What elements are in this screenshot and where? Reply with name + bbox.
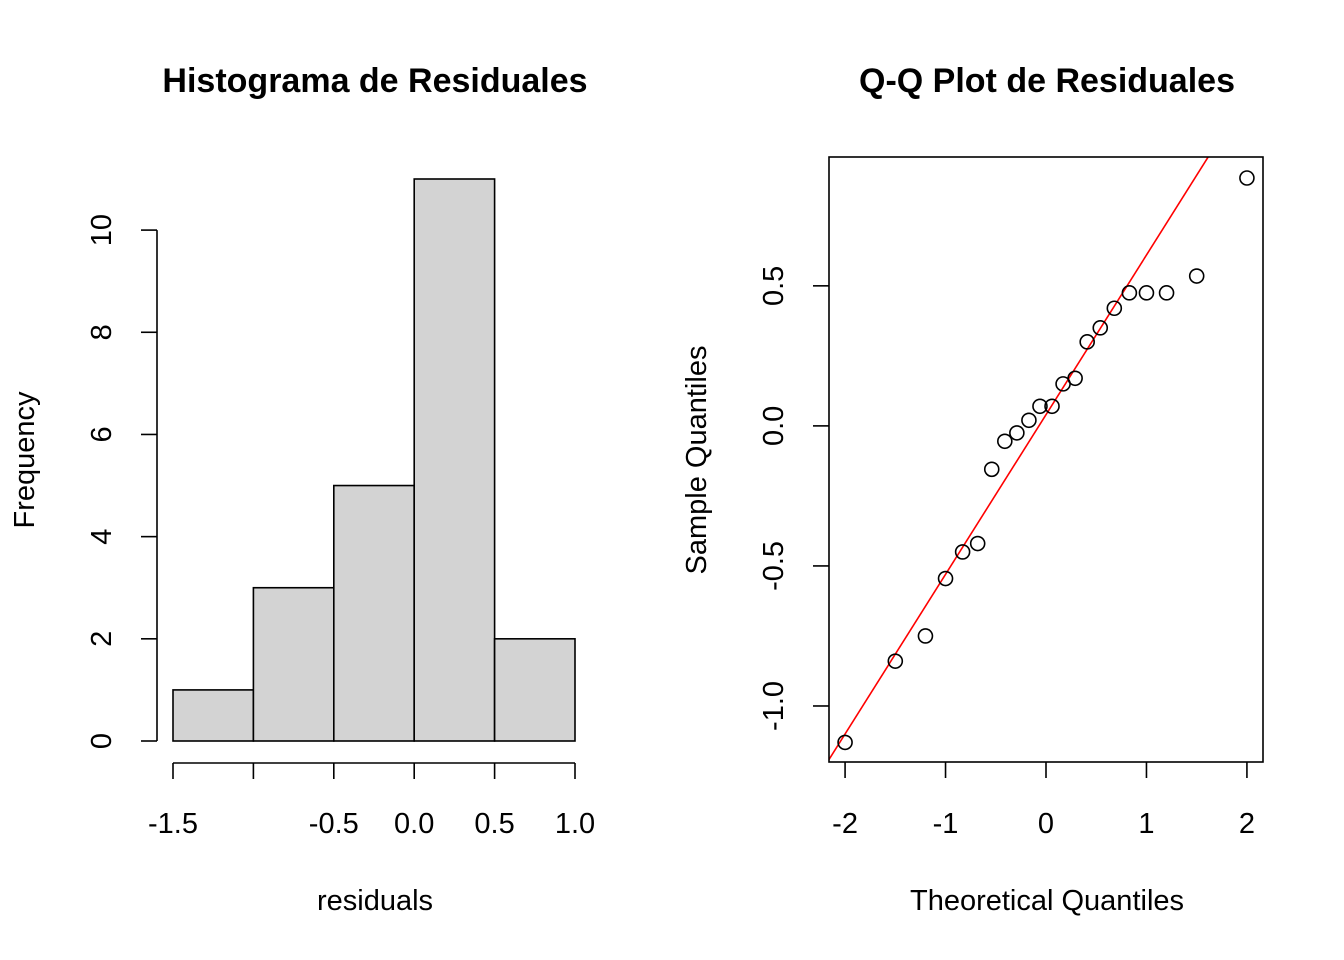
qq-point xyxy=(1138,285,1155,301)
histogram-bar xyxy=(493,638,576,742)
qq-y-tick-label: -0.5 xyxy=(758,541,790,591)
qq-x-tick-label: -1 xyxy=(933,808,959,840)
qq-y-axis: -1.0 -0.5 0.0 0.5 xyxy=(758,266,829,731)
qq-reference-line xyxy=(829,157,1210,762)
qq-x-axis: -2 -1 0 1 2 xyxy=(832,762,1255,840)
qq-point xyxy=(837,734,853,751)
qq-point xyxy=(1009,425,1025,441)
qq-point xyxy=(1067,370,1083,387)
histogram-x-axis-label: residuals xyxy=(317,885,433,917)
qq-y-axis-label: Sample Quantiles xyxy=(681,346,713,575)
histogram-y-tick-label: 10 xyxy=(86,214,118,246)
qq-point xyxy=(1032,398,1048,415)
histogram-y-tick-label: 8 xyxy=(86,324,118,340)
histogram-x-axis: -1.5 -0.5 0.0 0.5 1.0 xyxy=(148,762,595,840)
qq-point xyxy=(1106,300,1123,317)
histogram-x-tick-label: 1.0 xyxy=(555,808,595,840)
qq-point xyxy=(917,628,934,644)
histogram-bar xyxy=(413,178,496,742)
histogram-panel: Histograma de Residuales -1.5 -0.5 0.0 0.5 1… xyxy=(9,62,595,917)
qq-point xyxy=(1188,268,1205,284)
qq-plot-title: Q-Q Plot de Residuales xyxy=(859,62,1235,100)
qq-y-tick-label: 0.5 xyxy=(758,266,790,306)
qq-y-tick-label: -1.0 xyxy=(758,681,790,731)
histogram-y-tick-label: 2 xyxy=(86,631,118,647)
qq-reference-line-group xyxy=(829,157,1210,762)
qq-y-tick-label: 0.0 xyxy=(758,406,790,446)
qq-x-tick-label: -2 xyxy=(832,808,858,840)
histogram-y-axis-label: Frequency xyxy=(9,391,41,529)
qq-point xyxy=(1079,334,1095,350)
qq-point xyxy=(1239,170,1255,186)
qq-point xyxy=(997,433,1013,450)
histogram-bar xyxy=(332,484,415,742)
histogram-y-tick-label: 4 xyxy=(86,529,118,545)
histogram-bars xyxy=(172,178,576,742)
qq-x-axis-label: Theoretical Quantiles xyxy=(910,885,1184,917)
histogram-x-tick-label: -1.5 xyxy=(148,808,198,840)
histogram-bar xyxy=(172,689,255,742)
qq-point xyxy=(1021,412,1037,429)
histogram-x-tick-label: -0.5 xyxy=(309,808,359,840)
qq-points xyxy=(837,170,1255,751)
qq-x-tick-label: 2 xyxy=(1239,808,1255,840)
qq-point xyxy=(1158,285,1175,301)
qq-point xyxy=(887,653,904,669)
histogram-bar xyxy=(252,586,335,742)
histogram-y-tick-label: 6 xyxy=(86,426,118,442)
qq-x-tick-label: 0 xyxy=(1038,808,1054,840)
qq-plot-panel: Q-Q Plot de Residuales -2 -1 0 1 2 -1.0 -0.5 0… xyxy=(681,62,1264,917)
histogram-x-tick-label: 0.5 xyxy=(474,808,514,840)
histogram-title: Histograma de Residuales xyxy=(162,62,587,100)
qq-point xyxy=(937,570,954,587)
qq-x-tick-label: 1 xyxy=(1138,808,1154,840)
qq-point xyxy=(1121,285,1138,301)
qq-point xyxy=(969,535,986,552)
qq-plot-frame xyxy=(828,156,1264,763)
histogram-x-tick-label: 0.0 xyxy=(394,808,434,840)
histogram-y-tick-label: 0 xyxy=(86,733,118,749)
histogram-y-axis: 0 2 4 6 8 10 xyxy=(86,214,158,749)
qq-point xyxy=(1092,320,1109,336)
qq-point xyxy=(954,544,971,560)
qq-point xyxy=(1044,398,1060,415)
qq-point xyxy=(983,461,1000,478)
